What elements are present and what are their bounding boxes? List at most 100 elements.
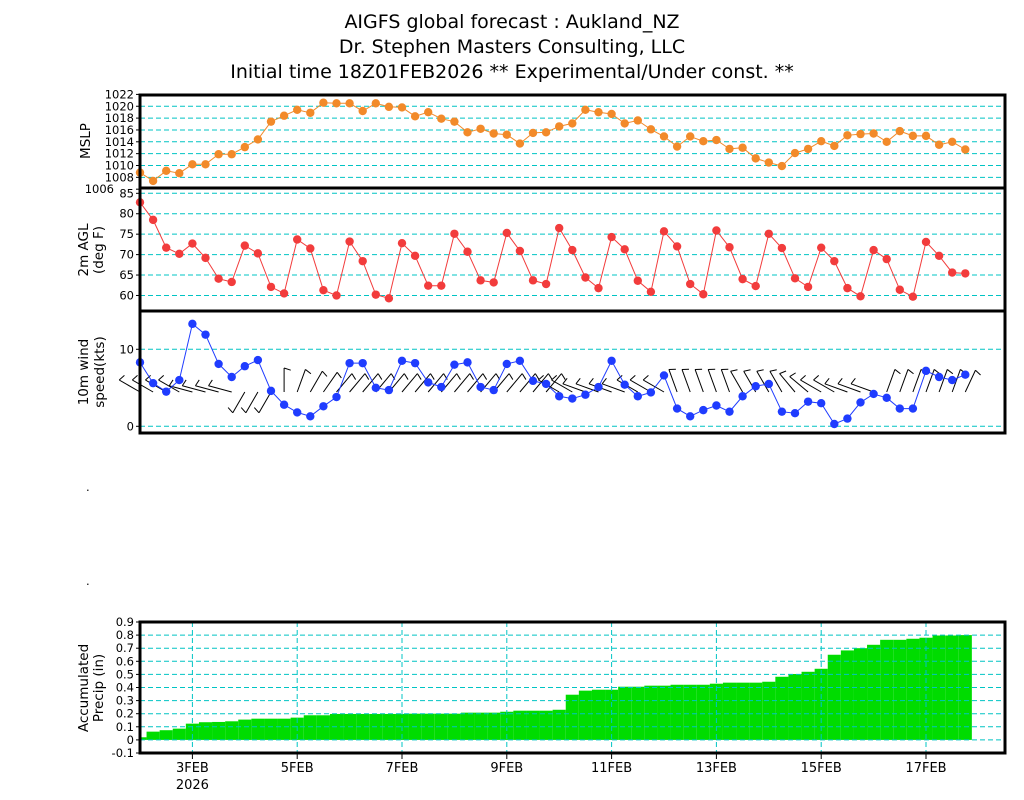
mslp-data-point [672,142,682,151]
wind-data-point [895,404,904,413]
temperature-data-point [489,278,498,287]
temperature-data-point [777,243,787,253]
wind-data-point [227,372,236,382]
temperature-data-point [672,242,682,251]
mslp-data-point [686,132,695,141]
wind-barb-feather [194,379,200,387]
y-tick-label: 1022 [105,87,134,101]
wind-data-point [869,389,878,399]
mslp-data-point [502,130,511,139]
wind-barb-staff [824,383,848,393]
precip-bar [356,713,370,740]
wind-barb-feather [548,373,553,380]
wind-barb [813,374,835,393]
mslp-data-point [476,124,485,133]
mslp-data-point [764,158,773,167]
y-tick-label: -0.1 [112,746,134,760]
temperature-data-point [607,232,616,242]
x-tick-label: 9FEB [490,761,523,776]
wind-barb-feather [508,373,514,380]
temperature-data-point [424,281,433,290]
wind-barb-feather [469,373,474,380]
wind-data-point [725,407,734,416]
mslp-data-point [410,112,420,121]
wind-barb-feather [534,373,540,380]
mslp-data-point [358,106,367,116]
y-tick-label: 1012 [105,147,134,161]
wind-barb-staff [454,373,471,393]
wind-barb [730,369,744,393]
x-tick-label: 13FEB [696,761,737,776]
wind-barb-feather [561,373,566,380]
precip-bar [644,685,658,740]
mslp-data-point [751,154,760,163]
wind-data-point [397,356,407,366]
wind-data-point [948,375,957,385]
wind-data-point [489,385,498,395]
precip-bar [683,684,697,740]
mslp-data-point [581,105,590,115]
precip-bar [264,718,278,740]
wind-barb-feather [227,407,234,414]
wind-data-point [358,358,367,368]
wind-data-point [830,419,839,429]
mslp-data-point [424,107,433,117]
wind-data-point [568,394,577,403]
wind-barb [336,373,357,393]
temperature-data-point [686,279,695,289]
wind-barb-feather [240,407,247,414]
wind-barb [131,374,154,393]
wind-barb-staff [694,369,704,393]
wind-barb [322,372,342,393]
wind-barb-feather [377,373,383,380]
precip-bar [827,654,841,740]
wind-barb [779,370,796,393]
stray-mark: . [86,574,90,588]
wind-barb [118,374,141,393]
y-tick-label: 1008 [105,170,134,184]
y-tick-label: 75 [119,227,134,241]
wind-barb-feather [538,374,544,381]
mslp-data-point [306,108,315,117]
wind-barb [668,368,678,393]
mslp-series-line [139,102,966,182]
wind-barb-feather [642,374,649,381]
wind-barb-staff [118,379,141,393]
wind-barb-feather [800,374,806,381]
mslp-data-point [882,137,891,146]
wind-barb [694,368,704,393]
wind-barb-feather [562,377,568,385]
wind-barb-feather [118,374,125,381]
precip-bar [303,715,317,740]
wind-data-point [803,397,813,406]
wind-barb [642,374,665,393]
wind-barb [551,374,573,393]
wind-barb-staff [169,385,193,393]
y-tick-label: 1006 [85,182,114,196]
temperature-data-point [620,245,629,254]
wind-barb-staff [208,385,232,393]
precip-bar [198,722,213,740]
temperature-data-point [240,241,249,250]
wind-data-point [266,386,276,396]
wind-barb-staff [575,383,599,393]
wind-barb-feather [158,374,165,381]
precip-bar [788,674,802,740]
precip-bar [500,711,514,740]
wind-barb [938,369,954,393]
temperature-data-point [594,283,603,293]
wind-barb-staff [258,391,272,414]
wind-barb [964,369,981,393]
wind-data-point [555,392,564,401]
temperature-data-point [541,279,551,289]
wind-data-point [293,408,302,417]
wind-barb-staff [707,369,717,393]
temperature-data-point [646,287,656,296]
mslp-data-point [895,126,904,136]
wind-data-point [777,407,787,416]
accumulated-precip-panel: 3FEB 5FEB 7FEB 9FEB 11FEB 13FEB 15FEB 17FEB 2026… [76,615,1007,793]
mslp-data-point [633,116,642,125]
wind-barb-staff [427,373,445,393]
wind-data-point [817,398,826,408]
mslp-data-point [240,142,249,152]
